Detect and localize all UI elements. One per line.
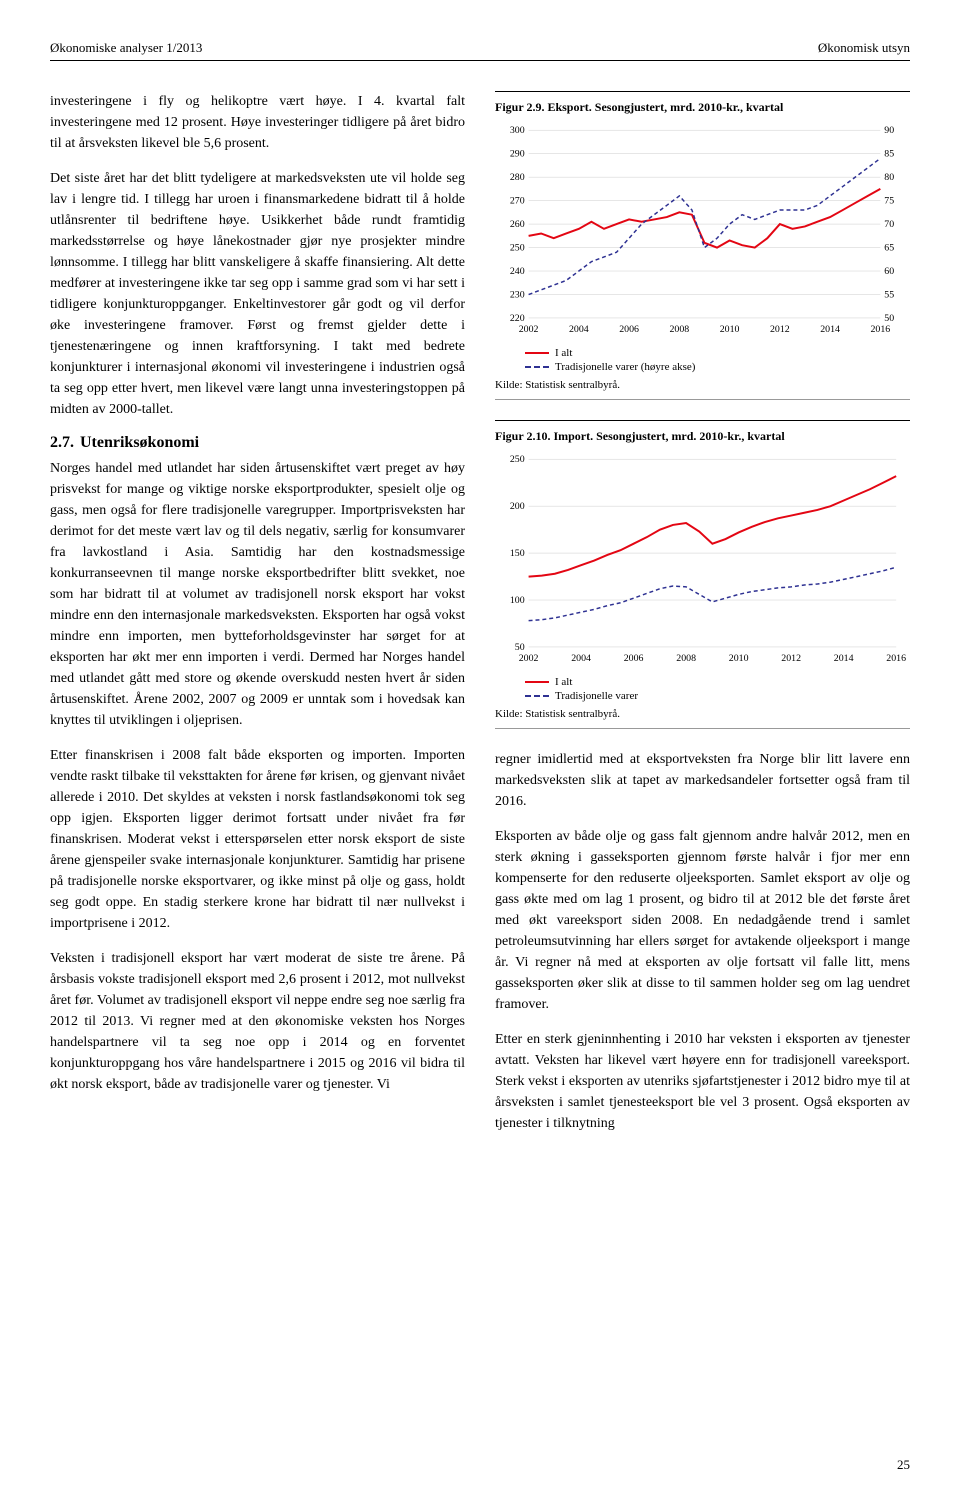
svg-text:250: 250 (510, 454, 525, 465)
legend-label: I alt (555, 676, 572, 688)
svg-text:2004: 2004 (569, 324, 589, 335)
svg-text:2008: 2008 (676, 653, 696, 664)
svg-text:90: 90 (884, 125, 894, 136)
svg-text:2016: 2016 (870, 324, 890, 335)
svg-text:260: 260 (510, 219, 525, 230)
svg-text:150: 150 (510, 548, 525, 559)
body-paragraph: Det siste året har det blitt tydeligere … (50, 168, 465, 420)
svg-text:55: 55 (884, 289, 894, 300)
figure-title: Figur 2.9. Eksport. Sesongjustert, mrd. … (495, 100, 910, 115)
body-paragraph: Eksporten av både olje og gass falt gjen… (495, 826, 910, 1015)
figure-title: Figur 2.10. Import. Sesongjustert, mrd. … (495, 429, 910, 444)
svg-text:100: 100 (510, 595, 525, 606)
svg-text:2012: 2012 (781, 653, 801, 664)
svg-text:2006: 2006 (624, 653, 644, 664)
svg-text:2014: 2014 (820, 324, 840, 335)
section-number: 2.7. (50, 434, 74, 451)
section-title: Utenriksøkonomi (80, 434, 199, 451)
svg-text:290: 290 (510, 149, 525, 160)
svg-text:200: 200 (510, 501, 525, 512)
header-right: Økonomisk utsyn (818, 40, 910, 56)
svg-text:2016: 2016 (886, 653, 906, 664)
svg-text:50: 50 (884, 313, 894, 324)
chart-legend: I alt Tradisjonelle varer (høyre akse) (495, 341, 910, 377)
two-column-layout: investeringene i fly og helikoptre vært … (50, 91, 910, 1148)
svg-text:2004: 2004 (571, 653, 591, 664)
svg-text:280: 280 (510, 172, 525, 183)
svg-text:85: 85 (884, 149, 894, 160)
legend-swatch (525, 681, 549, 683)
svg-text:2008: 2008 (669, 324, 689, 335)
page-header: Økonomiske analyser 1/2013 Økonomisk uts… (50, 40, 910, 61)
legend-swatch (525, 366, 549, 368)
svg-text:2002: 2002 (519, 324, 539, 335)
svg-text:220: 220 (510, 313, 525, 324)
body-paragraph: Etter finanskrisen i 2008 falt både eksp… (50, 745, 465, 934)
chart-legend: I alt Tradisjonelle varer (495, 670, 910, 706)
right-column: Figur 2.9. Eksport. Sesongjustert, mrd. … (495, 91, 910, 1148)
svg-text:70: 70 (884, 219, 894, 230)
svg-text:2014: 2014 (834, 653, 854, 664)
left-column: investeringene i fly og helikoptre vært … (50, 91, 465, 1148)
svg-text:65: 65 (884, 243, 894, 254)
chart-container: 50 100 150 200 250 2002 2004 2006 2008 2010 2012 20… (495, 450, 910, 670)
body-paragraph: Etter en sterk gjeninnhenting i 2010 har… (495, 1029, 910, 1134)
svg-text:2010: 2010 (729, 653, 749, 664)
svg-text:80: 80 (884, 172, 894, 183)
section-heading: 2.7. Utenriksøkonomi (50, 434, 465, 452)
legend-swatch (525, 352, 549, 354)
svg-text:240: 240 (510, 266, 525, 277)
legend-item: I alt (525, 676, 910, 688)
line-chart-dual-axis: 220 230 240 250 260 270 280 290 300 50 55 60 65 70 75 8… (495, 121, 910, 341)
svg-text:2012: 2012 (770, 324, 790, 335)
svg-text:300: 300 (510, 125, 525, 136)
figure-2-10: Figur 2.10. Import. Sesongjustert, mrd. … (495, 420, 910, 729)
body-paragraph: regner imidlertid med at eksportveksten … (495, 749, 910, 812)
svg-text:230: 230 (510, 289, 525, 300)
svg-text:75: 75 (884, 196, 894, 207)
svg-text:250: 250 (510, 243, 525, 254)
svg-text:2006: 2006 (619, 324, 639, 335)
legend-item: I alt (525, 347, 910, 359)
legend-label: I alt (555, 347, 572, 359)
figure-2-9: Figur 2.9. Eksport. Sesongjustert, mrd. … (495, 91, 910, 400)
figure-source: Kilde: Statistisk sentralbyrå. (495, 377, 910, 395)
legend-label: Tradisjonelle varer (høyre akse) (555, 361, 695, 373)
page-number: 25 (897, 1457, 910, 1473)
line-chart: 50 100 150 200 250 2002 2004 2006 2008 2010 2012 20… (495, 450, 910, 670)
svg-text:2010: 2010 (720, 324, 740, 335)
chart-container: 220 230 240 250 260 270 280 290 300 50 55 60 65 70 75 8… (495, 121, 910, 341)
body-paragraph: Norges handel med utlandet har siden årt… (50, 458, 465, 731)
legend-swatch (525, 695, 549, 697)
legend-item: Tradisjonelle varer (høyre akse) (525, 361, 910, 373)
legend-item: Tradisjonelle varer (525, 690, 910, 702)
svg-text:270: 270 (510, 196, 525, 207)
figure-source: Kilde: Statistisk sentralbyrå. (495, 706, 910, 724)
svg-text:60: 60 (884, 266, 894, 277)
body-paragraph: investeringene i fly og helikoptre vært … (50, 91, 465, 154)
svg-text:50: 50 (515, 642, 525, 653)
body-paragraph: Veksten i tradisjonell eksport har vært … (50, 948, 465, 1095)
svg-text:2002: 2002 (519, 653, 539, 664)
legend-label: Tradisjonelle varer (555, 690, 638, 702)
header-left: Økonomiske analyser 1/2013 (50, 40, 202, 56)
